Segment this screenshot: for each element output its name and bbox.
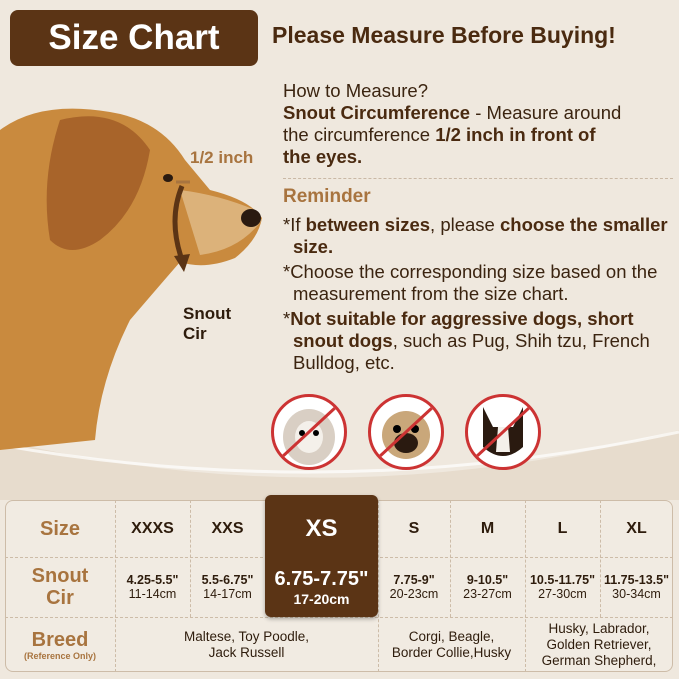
cir-label: Cir xyxy=(183,324,207,343)
golden-retriever-image xyxy=(0,108,262,451)
breed-cell: Husky, Labrador, Golden Retriever, German … xyxy=(541,620,657,668)
snout-cir-xxxs: 4.25-5.5" 11-14cm xyxy=(126,573,179,601)
reminder-item: *Not suitable for aggressive dogs, short… xyxy=(283,308,650,373)
snout-cir-label: Snout Cir xyxy=(183,304,231,344)
size-row-label: Size xyxy=(39,517,81,540)
size-l: L xyxy=(557,519,568,537)
how-to-heading: How to Measure? xyxy=(283,80,428,101)
breed-cell: Maltese, Toy Poodle, Jack Russell xyxy=(183,628,310,660)
size-xs: XS xyxy=(305,514,338,542)
xs-highlight xyxy=(265,495,378,617)
snout-cir-xl: 11.75-13.5" 30-34cm xyxy=(603,573,669,601)
breed-cell: Corgi, Beagle, Border Collie,Husky xyxy=(391,628,512,660)
term: Snout Circumference xyxy=(283,102,471,123)
bold-text: the eyes. xyxy=(283,146,363,167)
size-s: S xyxy=(408,519,420,537)
no-french-bulldog-icon xyxy=(465,394,541,470)
snout-cir-m: 9-10.5" 23-27cm xyxy=(463,573,512,601)
how-to-measure: How to Measure? Snout Circumference - Me… xyxy=(283,80,621,168)
half-inch-label: 1/2 inch xyxy=(190,148,254,167)
snout-label: Snout xyxy=(183,304,232,323)
reminder-list: *If between sizes, please choose the sma… xyxy=(283,214,678,377)
text: - Measure around xyxy=(470,102,622,123)
size-chart-title: Size Chart xyxy=(10,10,258,66)
measure-arrow-icon xyxy=(172,180,190,272)
breed-row-label: Breed (Reference Only) xyxy=(23,628,97,661)
snout-cir-xs: 6.75-7.75" 17-20cm xyxy=(274,567,369,607)
no-pug-icon xyxy=(368,394,444,470)
bold-text: 1/2 inch in front of xyxy=(435,124,596,145)
size-xxxs: XXXS xyxy=(131,519,174,537)
headline: Please Measure Before Buying! xyxy=(272,22,616,48)
snout-row-label: Snout Cir xyxy=(31,565,89,609)
text: the circumference xyxy=(283,124,436,145)
divider xyxy=(283,178,673,179)
reminder-item: *If between sizes, please choose the sma… xyxy=(283,214,668,257)
snout-cir-s: 7.75-9" 20-23cm xyxy=(389,573,439,601)
size-xxs: XXS xyxy=(211,519,244,537)
reminder-item: *Choose the corresponding size based on … xyxy=(283,261,658,304)
no-shih-tzu-icon xyxy=(271,394,347,470)
size-xl: XL xyxy=(626,519,647,537)
snout-cir-l: 10.5-11.75" 27-30cm xyxy=(529,573,595,601)
reminder-title: Reminder xyxy=(283,186,371,207)
snout-cir-xxs: 5.5-6.75" 14-17cm xyxy=(201,573,254,601)
size-m: M xyxy=(480,519,495,537)
